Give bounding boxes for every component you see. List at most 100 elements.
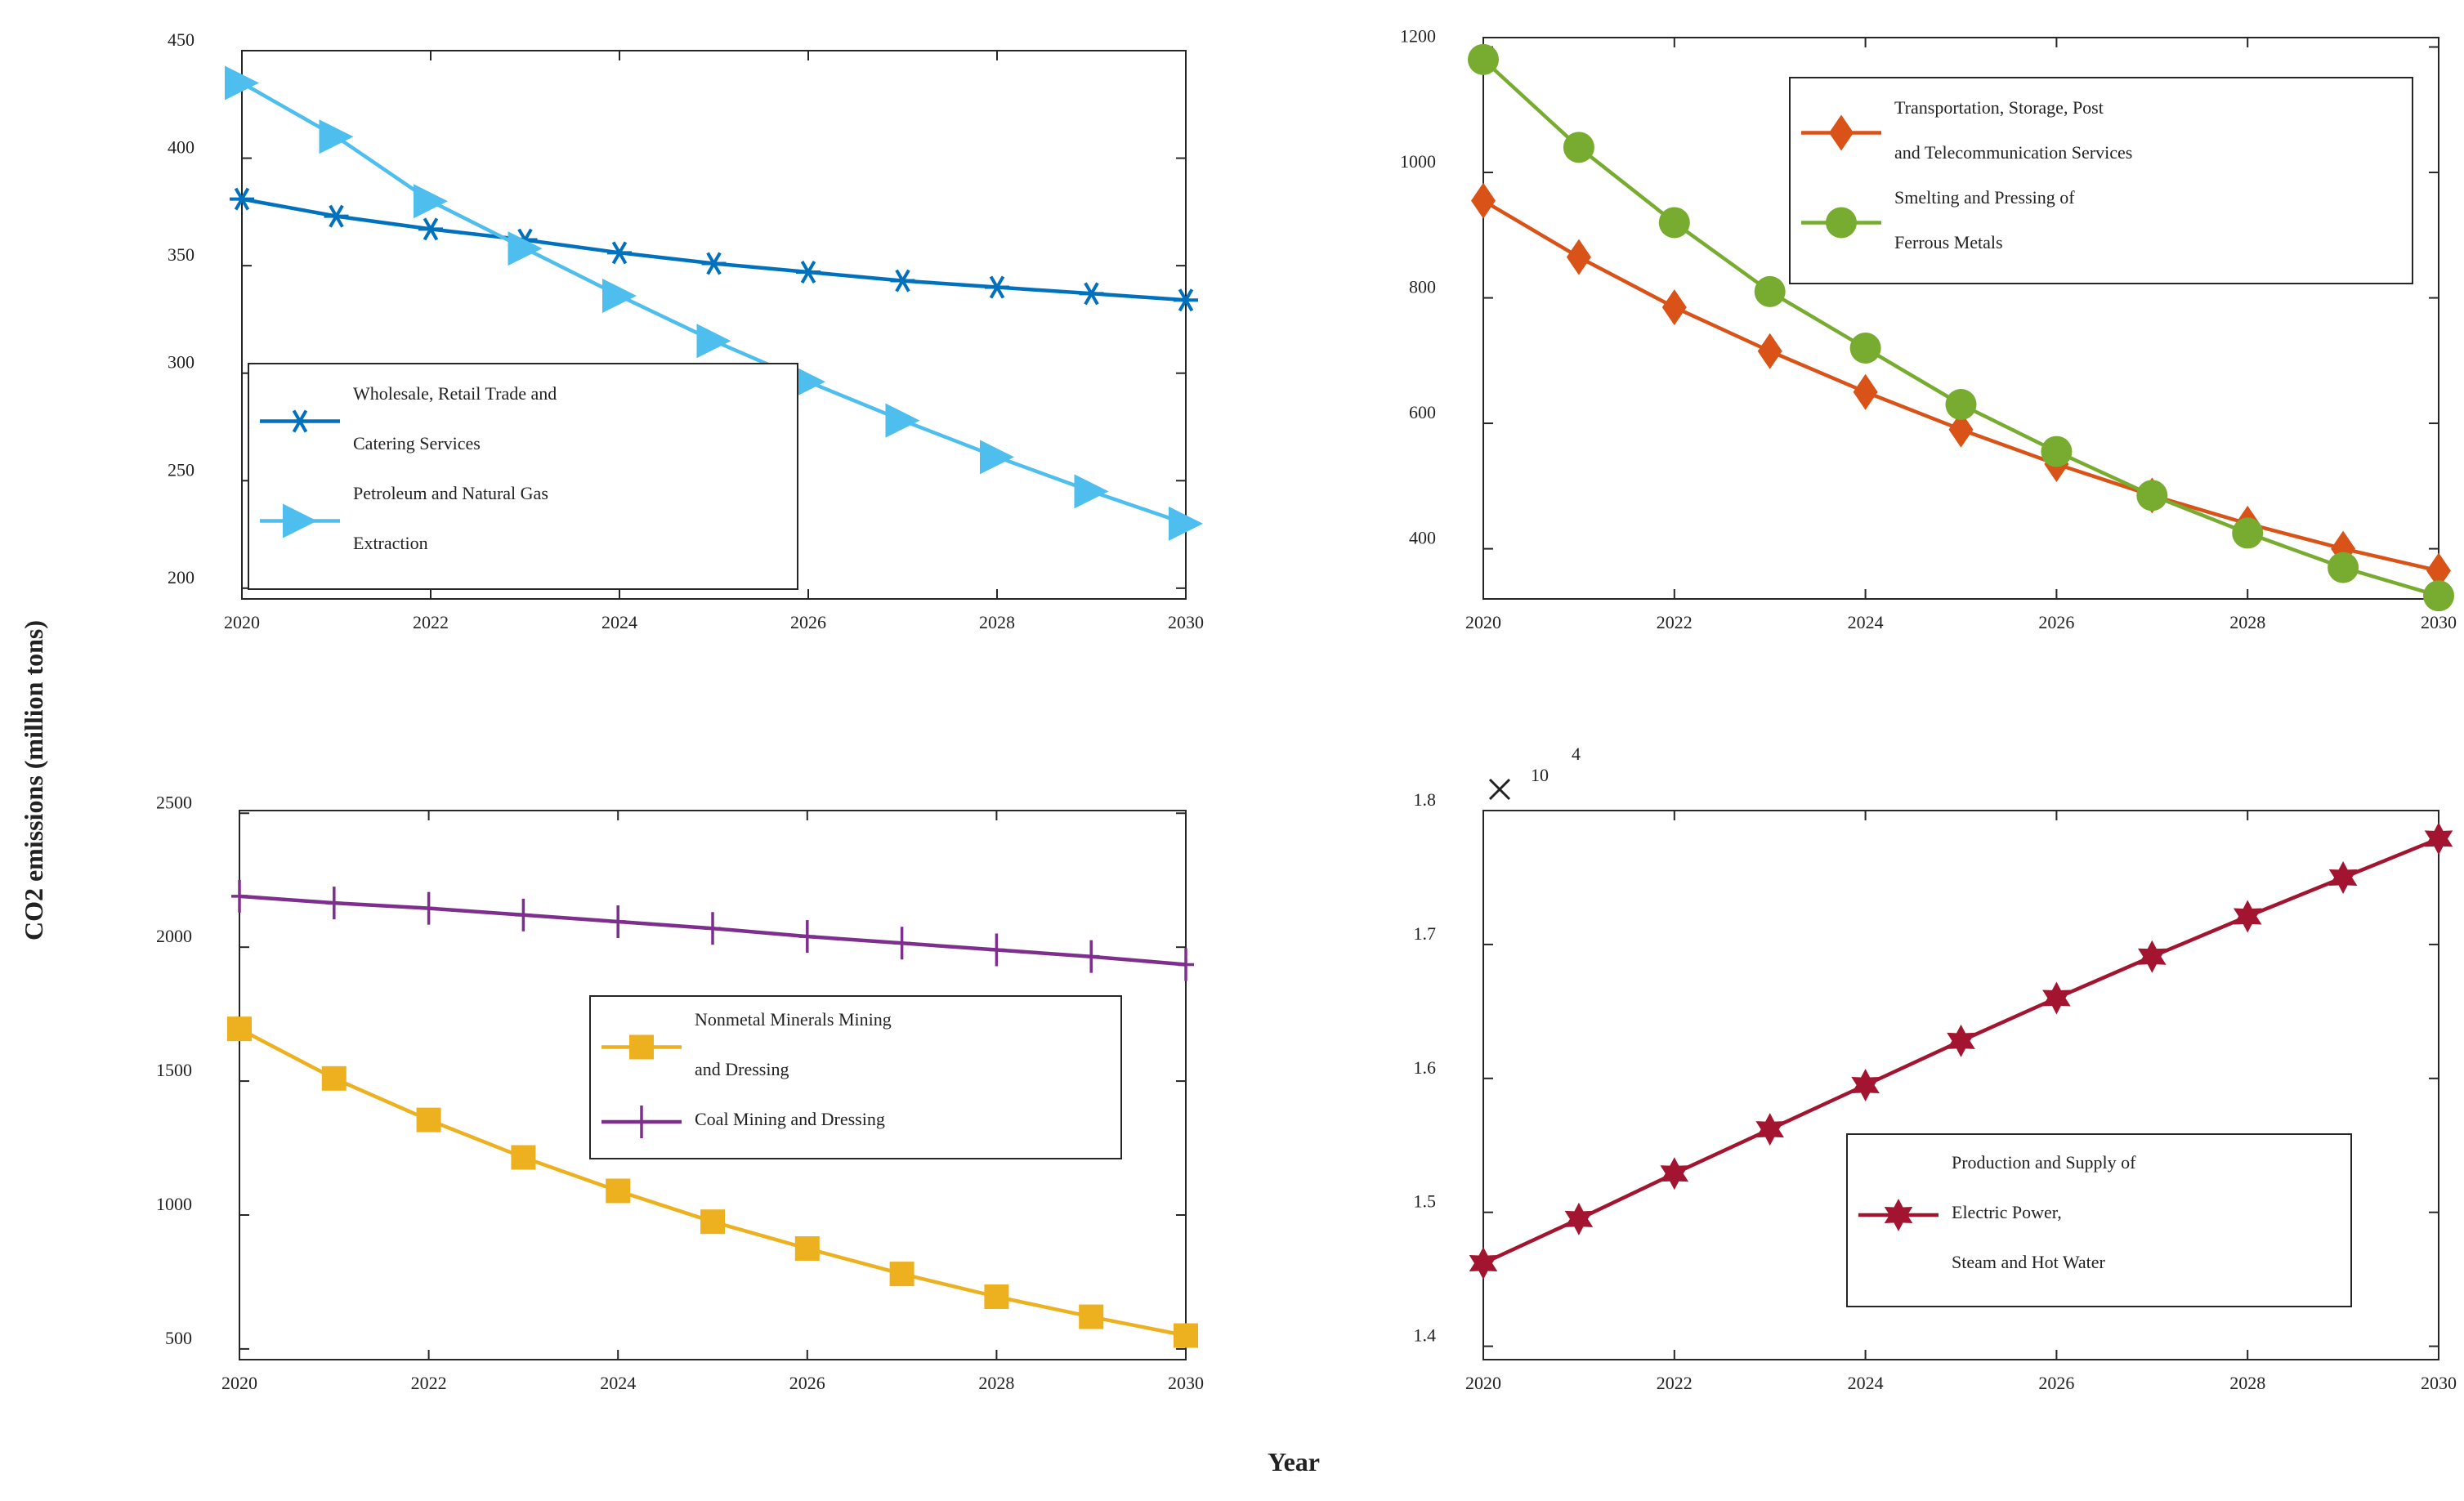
data-point-transportation-storage-post-and-telecommunication-services — [2426, 552, 2451, 589]
data-point-production-and-supply-of-electric-power-steam-and-hot-water — [2042, 981, 2071, 1015]
axes-box — [241, 50, 1187, 600]
data-point-nonmetal-minerals-mining-and-dressing — [321, 1065, 347, 1091]
x-tick-label: 2028 — [978, 1373, 1014, 1393]
data-point-transportation-storage-post-and-telecommunication-services — [1566, 239, 1591, 275]
data-point-petroleum-and-natural-gas-extraction — [791, 364, 825, 400]
data-point-transportation-storage-post-and-telecommunication-services — [1661, 289, 1687, 326]
data-point-production-and-supply-of-electric-power-steam-and-hot-water — [1851, 1069, 1880, 1101]
panel-electric-power: 2020 2022 2024 2026 2028 2030 1.4 1.5 1.6 1.7 1.8 1… — [1414, 744, 2457, 1393]
data-point-wholesale-retail-trade-and-catering-services — [701, 252, 727, 275]
legend-marker-smelting-and-pressing-of-ferrous-metals — [1826, 207, 1857, 239]
data-point-smelting-and-pressing-of-ferrous-metals — [1468, 43, 1499, 75]
x-tick-label: 2026 — [789, 1373, 825, 1393]
x-tick-label: 2026 — [2038, 1373, 2074, 1393]
data-point-smelting-and-pressing-of-ferrous-metals — [2423, 580, 2454, 612]
data-point-nonmetal-minerals-mining-and-dressing — [416, 1107, 441, 1132]
x-tick-label: 2030 — [1168, 1373, 1204, 1393]
data-point-wholesale-retail-trade-and-catering-services — [890, 269, 915, 293]
data-point-coal-mining-and-dressing — [1178, 948, 1194, 981]
x-tick-label: 2030 — [2421, 1373, 2457, 1393]
x-tick-label: 2020 — [221, 1373, 257, 1393]
data-point-production-and-supply-of-electric-power-steam-and-hot-water — [1660, 1157, 1689, 1191]
data-point-wholesale-retail-trade-and-catering-services — [796, 261, 821, 284]
x-tick-label: 2030 — [1168, 612, 1204, 632]
legend-label: Production and Supply of — [1952, 1152, 2136, 1173]
legend-marker-coal-mining-and-dressing — [633, 1106, 650, 1138]
legend-label: and Dressing — [695, 1059, 789, 1079]
data-point-wholesale-retail-trade-and-catering-services — [230, 187, 254, 211]
y-axis-title: CO2 emissions (million tons) — [19, 620, 48, 940]
y-tick-label: 250 — [168, 459, 195, 480]
axes-box — [1482, 37, 2439, 600]
data-point-transportation-storage-post-and-telecommunication-services — [1948, 411, 1974, 448]
data-point-transportation-storage-post-and-telecommunication-services — [1471, 182, 1496, 219]
y-tick-label: 1.8 — [1414, 789, 1437, 810]
x-tick-label: 2028 — [979, 612, 1015, 632]
legend-marker-nonmetal-minerals-mining-and-dressing — [629, 1034, 654, 1060]
data-point-coal-mining-and-dressing — [988, 933, 1005, 967]
y-tick-label: 2500 — [156, 792, 192, 812]
data-point-nonmetal-minerals-mining-and-dressing — [511, 1145, 536, 1170]
data-point-smelting-and-pressing-of-ferrous-metals — [2136, 480, 2168, 512]
data-point-production-and-supply-of-electric-power-steam-and-hot-water — [2424, 822, 2453, 855]
legend-marker-production-and-supply-of-electric-power-steam-and-hot-water — [1884, 1199, 1913, 1231]
y-tick-label: 400 — [1409, 528, 1436, 548]
data-point-production-and-supply-of-electric-power-steam-and-hot-water — [1469, 1247, 1498, 1280]
x-tick-label: 2022 — [1657, 612, 1693, 632]
y-tick-label: 1.5 — [1414, 1191, 1437, 1212]
x-tick-label: 2028 — [2229, 612, 2265, 632]
legend-marker-transportation-storage-post-and-telecommunication-services — [1829, 114, 1854, 151]
data-point-petroleum-and-natural-gas-extraction — [414, 184, 448, 219]
x-tick-label: 2028 — [2229, 1373, 2265, 1393]
panel-transportation-smelting: 2020 2022 2024 2026 2028 2030 400 600 800 1000 120… — [1400, 26, 2457, 632]
data-point-production-and-supply-of-electric-power-steam-and-hot-water — [2138, 940, 2167, 973]
x-tick-label: 2024 — [601, 612, 637, 632]
data-point-nonmetal-minerals-mining-and-dressing — [889, 1262, 914, 1287]
legend-box — [589, 995, 1122, 1159]
legend-label: Petroleum and Natural Gas — [353, 483, 548, 503]
data-point-production-and-supply-of-electric-power-steam-and-hot-water — [1564, 1202, 1594, 1235]
legend-label: Extraction — [353, 533, 428, 553]
y-tick-label: 200 — [168, 567, 195, 587]
y-tick-label: 400 — [168, 137, 195, 158]
data-point-petroleum-and-natural-gas-extraction — [1074, 474, 1109, 509]
x-tick-label: 2022 — [411, 1373, 447, 1393]
data-point-nonmetal-minerals-mining-and-dressing — [700, 1209, 725, 1235]
legend-label: Nonmetal Minerals Mining — [695, 1009, 892, 1030]
data-point-smelting-and-pressing-of-ferrous-metals — [1849, 332, 1881, 364]
data-point-nonmetal-minerals-mining-and-dressing — [1174, 1323, 1198, 1348]
legend-label: Catering Services — [353, 433, 481, 453]
y-tick-label: 500 — [165, 1328, 192, 1348]
legend-box — [1846, 1133, 2352, 1307]
x-tick-label: 2024 — [1848, 1373, 1884, 1393]
axes-box — [239, 810, 1187, 1360]
data-point-coal-mining-and-dressing — [1083, 940, 1100, 973]
legend-label: Smelting and Pressing of — [1894, 187, 2075, 208]
data-point-wholesale-retail-trade-and-catering-services — [1174, 288, 1198, 312]
legend: Transportation, Storage, Post and Telecom… — [1789, 77, 2413, 284]
legend-box — [1789, 77, 2413, 284]
data-point-production-and-supply-of-electric-power-steam-and-hot-water — [1755, 1113, 1784, 1146]
data-point-smelting-and-pressing-of-ferrous-metals — [2328, 552, 2359, 583]
y-tick-label: 1.7 — [1414, 923, 1437, 944]
data-point-wholesale-retail-trade-and-catering-services — [324, 204, 349, 228]
legend: Production and Supply of Electric Power, S… — [1846, 1133, 2352, 1307]
x-tick-label: 2024 — [1848, 612, 1884, 632]
y-tick-label: 2000 — [156, 926, 192, 946]
legend-label: Ferrous Metals — [1894, 232, 2003, 252]
data-point-production-and-supply-of-electric-power-steam-and-hot-water — [2233, 900, 2262, 933]
data-point-coal-mining-and-dressing — [798, 920, 816, 954]
data-point-transportation-storage-post-and-telecommunication-services — [1757, 333, 1782, 369]
data-point-petroleum-and-natural-gas-extraction — [1169, 506, 1203, 541]
data-point-nonmetal-minerals-mining-and-dressing — [794, 1235, 820, 1261]
legend-box — [248, 363, 798, 590]
y-tick-label: 1.6 — [1414, 1057, 1437, 1078]
y-tick-label: 1500 — [156, 1060, 192, 1080]
multiplier-exponent: 4 — [1572, 744, 1581, 764]
series-line-wholesale-retail-trade-and-catering-services — [241, 197, 1187, 302]
y-tick-label: 300 — [168, 352, 195, 373]
legend-marker-wholesale-retail-trade-and-catering-services — [288, 409, 312, 433]
data-point-petroleum-and-natural-gas-extraction — [508, 231, 543, 266]
multiplier-times-icon — [1488, 778, 1511, 801]
